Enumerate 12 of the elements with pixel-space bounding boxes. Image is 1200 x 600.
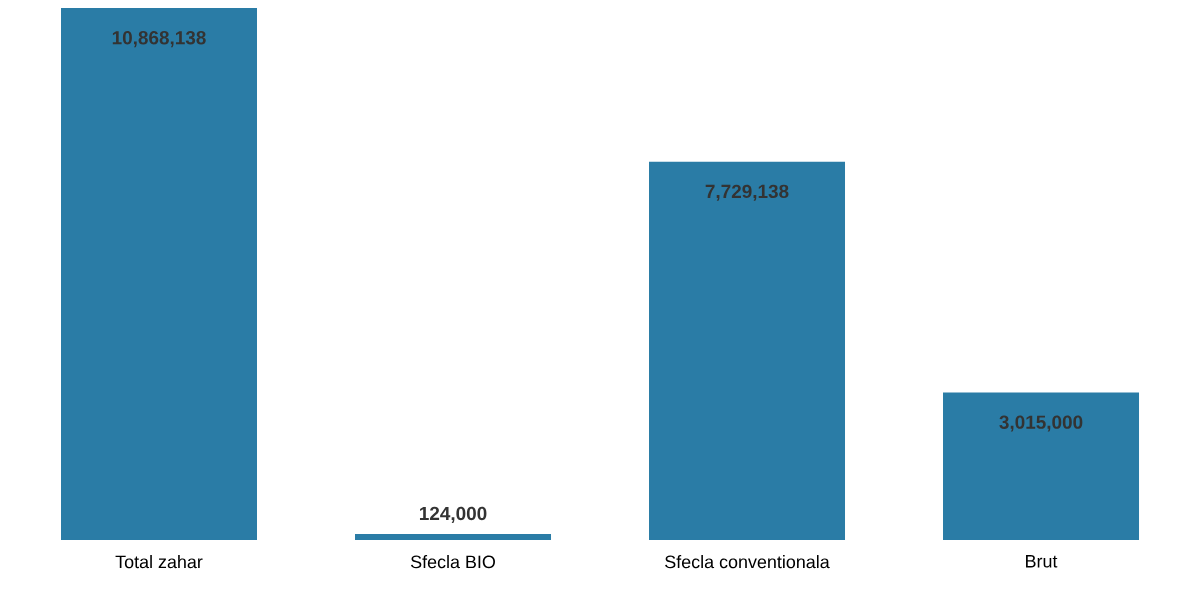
data-label: 7,729,138 [705,184,789,201]
data-label: 10,868,138 [112,31,206,48]
bar [943,392,1140,540]
x-tick-label: Sfecla BIO [410,555,495,569]
x-tick-label: Total zahar [115,555,203,569]
x-tick-label: Sfecla conventionala [665,555,830,569]
bar [355,533,552,540]
x-tick-label: Brut [1026,555,1058,568]
data-label: 3,015,000 [999,415,1083,432]
bar [61,7,257,540]
bar [649,161,846,540]
data-label: 124,000 [419,506,487,523]
